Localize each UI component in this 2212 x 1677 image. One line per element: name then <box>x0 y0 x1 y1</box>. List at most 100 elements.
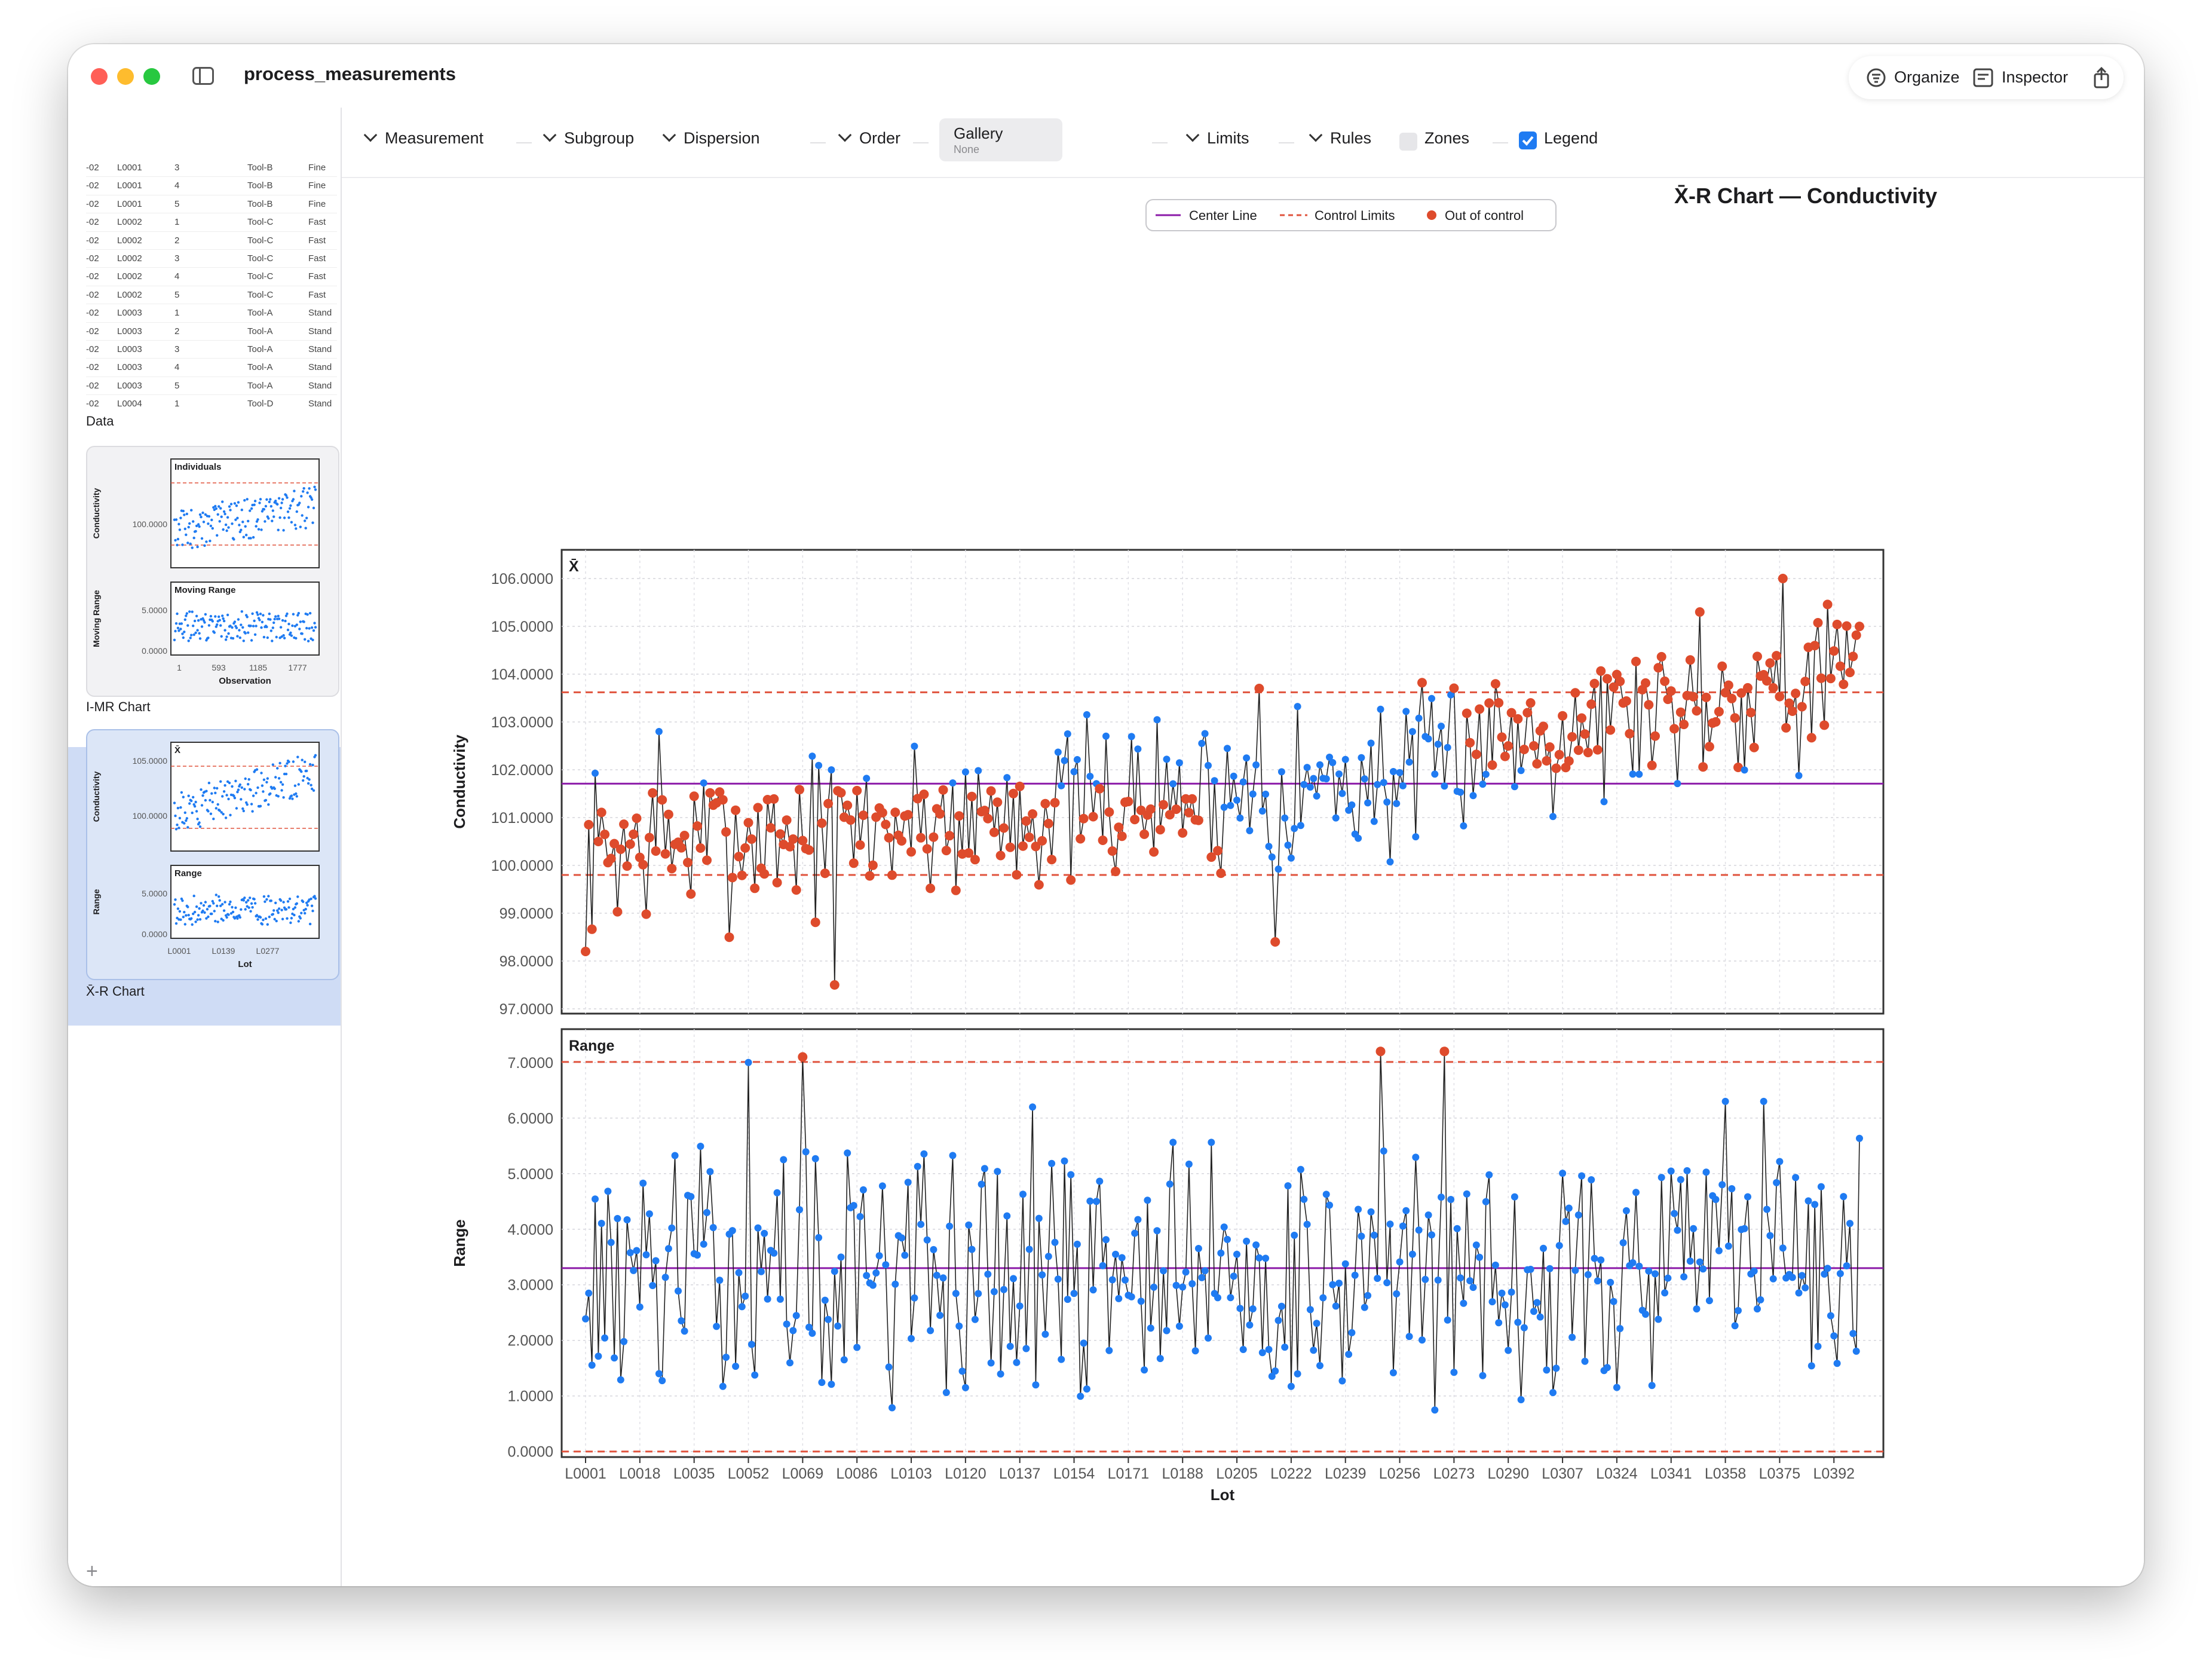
thumb-bottom-point <box>174 922 178 925</box>
range-point <box>617 1376 624 1384</box>
rules-dropdown[interactable]: Rules <box>1309 128 1371 148</box>
xbar-point <box>1577 713 1587 723</box>
table-row[interactable]: -02 L0003 1 Tool-A Stand <box>86 304 337 323</box>
legend-checkbox[interactable] <box>1519 131 1537 149</box>
xbar-point <box>868 860 878 870</box>
table-row[interactable]: -02 L0002 1 Tool-C Fast <box>86 213 337 232</box>
xbar-point <box>1205 761 1212 769</box>
range-point <box>997 1370 1004 1378</box>
title-bar: process_measurements Organize Inspector <box>68 44 2144 108</box>
xbar-point <box>1517 767 1525 775</box>
thumb-bottom-point <box>222 619 226 623</box>
table-row[interactable]: -02 L0003 3 Tool-A Stand <box>86 341 337 359</box>
table-row[interactable]: -02 L0003 5 Tool-A Stand <box>86 377 337 396</box>
xbar-point <box>1153 716 1161 724</box>
range-point <box>828 1381 835 1388</box>
thumb-top-point <box>207 810 210 813</box>
range-point <box>1041 1330 1049 1338</box>
xbar-point <box>836 788 846 798</box>
xbar-point <box>798 836 808 846</box>
thumb-top-point <box>284 772 288 776</box>
thumb-top-point <box>302 779 305 782</box>
range-point <box>811 1155 819 1162</box>
sidebar-item-xr-label[interactable]: X̄-R Chart <box>86 984 145 999</box>
table-row[interactable]: -02 L0003 4 Tool-A Stand <box>86 359 337 377</box>
limits-dropdown[interactable]: Limits <box>1185 128 1249 148</box>
thumb-bottom-point <box>306 613 309 616</box>
xbar-point <box>1851 630 1861 640</box>
xbar-point <box>1644 700 1654 710</box>
thumb-top-point <box>229 503 233 506</box>
range-point <box>1375 1046 1386 1057</box>
sidebar-item-xr-chart[interactable]: X̄ Conductivity 105.0000 100.0000 Range Range… <box>86 729 339 980</box>
xbar-point <box>743 818 753 828</box>
thumb-top-point <box>227 797 230 801</box>
close-window-button[interactable] <box>91 68 108 85</box>
xbar-point <box>1768 683 1778 693</box>
table-row[interactable]: -02 L0001 5 Tool-B Fine <box>86 195 337 214</box>
thumb-bottom-tick: 0.0000 <box>142 929 167 939</box>
xbar-point <box>1441 782 1448 790</box>
range-point <box>1450 1369 1458 1376</box>
range-point <box>1645 1267 1653 1275</box>
table-row[interactable]: -02 L0002 2 Tool-C Fast <box>86 232 337 250</box>
table-cell: Tool-A <box>247 308 273 319</box>
subgroup-dropdown[interactable]: Subgroup <box>543 128 634 148</box>
range-point <box>1035 1214 1043 1222</box>
xbar-point <box>746 834 756 844</box>
sidebar-toggle-icon[interactable] <box>192 67 214 85</box>
zones-checkbox[interactable] <box>1399 133 1417 151</box>
thumb-top-point <box>174 538 177 542</box>
organize-button[interactable]: Organize <box>1894 68 1960 86</box>
order-dropdown[interactable]: Order <box>838 128 900 148</box>
range-point <box>1051 1238 1059 1246</box>
xbar-point <box>1714 706 1724 717</box>
thumb-bottom-point <box>266 923 269 926</box>
range-point <box>1540 1244 1547 1252</box>
dispersion-dropdown[interactable]: Dispersion <box>662 128 760 148</box>
minimize-window-button[interactable] <box>117 68 134 85</box>
range-point <box>1724 1243 1732 1250</box>
table-row[interactable]: -02 L0004 1 Tool-D Stand <box>86 395 337 410</box>
thumb-top-point <box>200 788 203 791</box>
thumb-top-point <box>194 530 197 533</box>
thumb-bottom-point <box>302 620 305 623</box>
sidebar-item-data-label[interactable]: Data <box>86 414 114 429</box>
data-preview-table[interactable]: -02 L0001 3 Tool-B Fine -02 L0001 4 Tool-B Fine -0… <box>86 159 337 410</box>
gallery-picker[interactable]: Gallery None <box>939 118 1062 161</box>
thumb-top-point <box>178 816 182 820</box>
thumb-bottom-point <box>259 613 262 616</box>
table-cell: 5 <box>174 289 180 300</box>
measurement-dropdown[interactable]: Measurement <box>363 128 483 148</box>
thumb-bottom-point <box>179 918 182 921</box>
inspector-button[interactable]: Inspector <box>2002 68 2069 86</box>
table-row[interactable]: -02 L0001 3 Tool-B Fine <box>86 159 337 178</box>
xbar-point <box>1117 831 1127 841</box>
xbar-point <box>1171 804 1181 814</box>
range-point <box>1306 1306 1314 1314</box>
table-row[interactable]: -02 L0002 5 Tool-C Fast <box>86 286 337 305</box>
sidebar-item-imr-label[interactable]: I-MR Chart <box>86 699 151 714</box>
zoom-window-button[interactable] <box>143 68 160 85</box>
xbar-point <box>1341 755 1349 763</box>
table-row[interactable]: -02 L0002 3 Tool-C Fast <box>86 250 337 268</box>
add-sheet-button[interactable]: + <box>86 1560 98 1583</box>
thumb-top-point <box>269 498 272 501</box>
table-row[interactable]: -02 L0002 4 Tool-C Fast <box>86 268 337 286</box>
xbar-point <box>1393 800 1401 807</box>
table-row[interactable]: -02 L0003 2 Tool-A Stand <box>86 323 337 341</box>
thumb-bottom-point <box>283 636 286 639</box>
range-point <box>1297 1165 1304 1173</box>
xbar-point <box>1050 798 1060 808</box>
range-point <box>1428 1231 1435 1239</box>
xbar-point <box>1765 658 1775 668</box>
range-point <box>1514 1318 1522 1326</box>
thumb-top-point <box>174 828 178 831</box>
share-icon[interactable] <box>2090 67 2114 88</box>
thumb-top-point <box>305 516 308 519</box>
thumb-top-point <box>264 798 268 802</box>
thumb-top-point <box>195 810 198 813</box>
thumb-top-point <box>229 509 232 512</box>
table-row[interactable]: -02 L0001 4 Tool-B Fine <box>86 177 337 195</box>
sidebar-item-imr-chart[interactable]: Individuals Conductivity 100.0000 Moving Ra… <box>86 446 339 697</box>
